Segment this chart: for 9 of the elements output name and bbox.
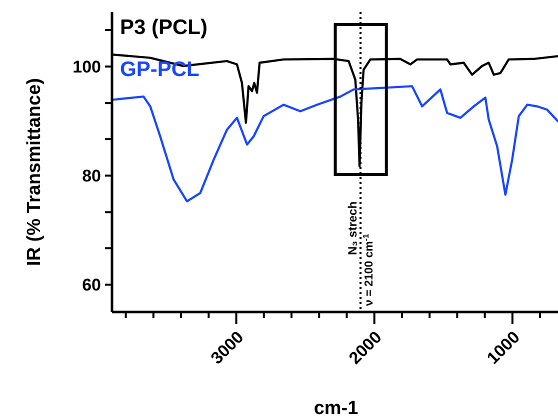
- series-label: GP-PCL: [120, 58, 200, 81]
- annotation: N₃ strech: [346, 201, 360, 255]
- y-tick-label: 100: [72, 57, 101, 76]
- line-series: [112, 85, 558, 202]
- y-tick-label: 60: [82, 276, 101, 295]
- y-tick-label: 80: [82, 166, 101, 186]
- x-axis-title: cm-1: [314, 398, 359, 418]
- series-label: P3 (PCL): [120, 16, 208, 39]
- y-axis-title: IR (% Transmittance): [24, 78, 45, 266]
